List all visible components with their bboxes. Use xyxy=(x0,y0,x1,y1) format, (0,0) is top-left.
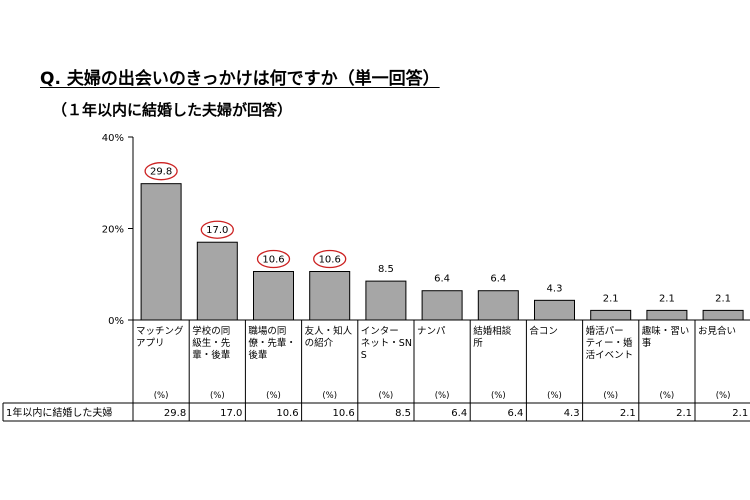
bar xyxy=(421,290,463,321)
category-label: ナンパ xyxy=(417,326,446,337)
bar-value-label: 4.3 xyxy=(547,283,563,294)
category-label: インターネット・SN S xyxy=(361,326,412,361)
chart-bars: 29.8 17.0 10.6 10.6 8.5 6.4 6.4 4.3 2.1 2.1 2.1 xyxy=(140,162,744,321)
bar-value-label: 17.0 xyxy=(206,225,228,236)
unit-label: (%) xyxy=(547,391,562,401)
table-value: 6.4 xyxy=(507,408,523,419)
bar xyxy=(702,309,744,321)
highlight-ring xyxy=(313,249,347,269)
unit-label: (%) xyxy=(322,391,337,401)
highlight-ring xyxy=(144,162,178,181)
table-value: 4.3 xyxy=(564,408,580,419)
y-tick-label: 40% xyxy=(102,133,124,144)
table-value: 6.4 xyxy=(451,408,467,419)
category-label: 学校の同級生・先輩・後輩 xyxy=(192,325,231,361)
series-name: 1年以内に結婚した夫婦 xyxy=(6,406,112,419)
unit-label: (%) xyxy=(491,391,506,401)
y-tick-label: 20% xyxy=(102,225,124,236)
table-value: 29.8 xyxy=(164,408,186,419)
unit-label: (%) xyxy=(660,391,675,401)
category-label: 結婚相談所 xyxy=(473,325,512,349)
chart-axes: 0% 20% 40% xyxy=(102,133,134,327)
unit-label: (%) xyxy=(154,391,169,401)
bar xyxy=(534,299,575,321)
bar-value-label: 8.5 xyxy=(378,264,394,275)
category-label: マッチングアプリ xyxy=(136,325,184,349)
bar-value-label: 2.1 xyxy=(715,293,731,304)
chart-title: Q. 夫婦の出会いのきっかけは何ですか（単一回答） xyxy=(40,69,440,89)
table-value: 10.6 xyxy=(333,408,355,419)
highlight-ring xyxy=(256,249,291,269)
chart-subtitle: （１年以内に結婚した夫婦が回答） xyxy=(52,101,293,119)
unit-label: (%) xyxy=(716,391,731,401)
table-value: 2.1 xyxy=(620,408,636,419)
bar xyxy=(253,271,294,321)
category-label: 合コン xyxy=(529,325,558,337)
bar xyxy=(309,271,351,321)
category-label: 友人・知人の紹介 xyxy=(305,325,353,349)
category-label: お見合い xyxy=(698,325,736,337)
bar xyxy=(196,241,238,321)
unit-label: (%) xyxy=(210,391,225,401)
unit-label: (%) xyxy=(266,391,281,401)
table-value: 8.5 xyxy=(395,408,411,419)
table-value: 2.1 xyxy=(732,408,748,419)
bar-value-label: 6.4 xyxy=(490,274,506,285)
category-label: 職場の同僚・先輩・後輩 xyxy=(248,325,296,361)
y-tick-label: 0% xyxy=(108,316,124,327)
table-value: 2.1 xyxy=(676,408,692,419)
highlight-ring xyxy=(200,220,234,239)
bar xyxy=(590,309,632,321)
table-value: 10.6 xyxy=(276,408,298,419)
bar-value-label: 10.6 xyxy=(319,255,341,266)
bar xyxy=(477,290,519,321)
data-table: マッチングアプリ (%) 学校の同級生・先輩・後輩 (%) 職場の同僚・先輩・後輩 (%)… xyxy=(2,319,750,422)
category-label: 婚活パーティー・婚活イベント xyxy=(586,325,634,361)
bar xyxy=(365,280,407,321)
bar-value-label: 29.8 xyxy=(150,167,172,178)
unit-label: (%) xyxy=(603,391,618,401)
bar-value-label: 6.4 xyxy=(434,274,450,285)
bar-value-label: 2.1 xyxy=(603,293,619,304)
unit-label: (%) xyxy=(379,391,394,401)
bar xyxy=(140,183,182,321)
table-value: 17.0 xyxy=(220,408,242,419)
unit-label: (%) xyxy=(435,391,450,401)
bar-value-label: 2.1 xyxy=(659,293,675,304)
bar-value-label: 10.6 xyxy=(262,255,284,266)
category-label: 趣味・習い事 xyxy=(642,325,690,349)
bar xyxy=(646,309,688,321)
